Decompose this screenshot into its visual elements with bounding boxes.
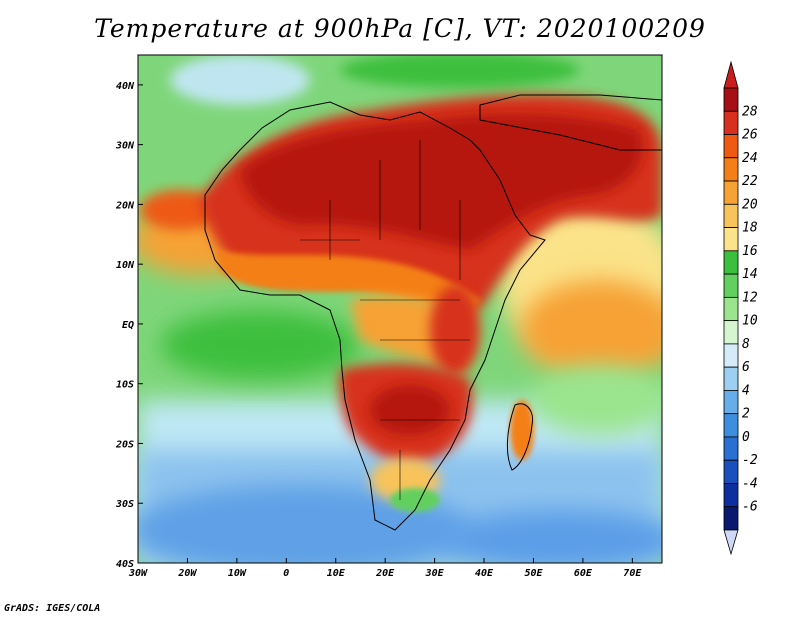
colorbar-swatch xyxy=(723,343,739,368)
colorbar-swatch xyxy=(723,250,739,275)
map-frame xyxy=(137,54,663,564)
x-tick-label: 20W xyxy=(177,568,197,579)
colorbar-label: -6 xyxy=(742,500,758,515)
colorbar-label: 18 xyxy=(742,221,758,236)
temperature-field xyxy=(138,55,662,563)
colorbar-swatch xyxy=(723,320,739,345)
latitude-axis: 40N 30N 20N 10N EQ 10S 20S 30S 40S xyxy=(115,81,143,570)
colorbar-label: 12 xyxy=(742,290,758,305)
colorbar-label: 20 xyxy=(742,197,758,212)
y-tick-label: 40N xyxy=(116,81,135,92)
x-tick-label: 30W xyxy=(128,568,148,579)
colorbar-swatch xyxy=(723,203,739,228)
colorbar-swatch xyxy=(723,390,739,415)
colorbar-label: 26 xyxy=(742,128,758,143)
colorbar-swatch xyxy=(723,157,739,182)
colorbar-label: -4 xyxy=(742,476,758,491)
colorbar-label: 22 xyxy=(742,174,758,189)
colorbar-swatch xyxy=(723,110,739,135)
y-tick-label: 10S xyxy=(116,380,134,391)
y-tick-label: 30N xyxy=(115,141,135,152)
y-tick-label: 30S xyxy=(115,499,134,510)
coastline xyxy=(204,94,662,531)
colorbar-label: 4 xyxy=(742,383,750,398)
colorbar-label: 28 xyxy=(742,104,758,119)
x-tick-label: 40E xyxy=(475,568,494,579)
colorbar-swatch xyxy=(723,413,739,438)
colorbar-label: 0 xyxy=(742,430,750,445)
colorbar-label: 16 xyxy=(742,244,758,259)
colorbar-swatch xyxy=(723,366,739,391)
y-tick-label: EQ xyxy=(122,320,134,331)
x-tick-label: 10E xyxy=(327,568,346,579)
colorbar-swatch xyxy=(723,296,739,322)
credit-text: GrADS: IGES/COLA xyxy=(4,603,101,614)
colorbar-swatch xyxy=(723,459,739,484)
x-tick-label: 0 xyxy=(283,568,289,579)
colorbar-label: 6 xyxy=(742,360,750,375)
colorbar-swatch xyxy=(723,506,739,531)
y-tick-label: 20S xyxy=(115,439,134,450)
colorbar-over-triangle xyxy=(723,60,739,89)
colorbar-swatch xyxy=(723,227,739,252)
colorbar-swatch xyxy=(723,180,739,205)
colorbar-label: 10 xyxy=(742,314,758,329)
colorbar-swatch xyxy=(723,273,739,298)
x-tick-label: 20E xyxy=(375,568,395,579)
x-tick-label: 60E xyxy=(574,568,593,579)
x-tick-label: 10W xyxy=(228,568,247,579)
colorbar-label: 8 xyxy=(742,337,750,352)
page-title: Temperature at 900hPa [C], VT: 202010020… xyxy=(94,14,706,43)
colorbar-swatch xyxy=(723,483,739,508)
y-tick-label: 10N xyxy=(116,260,135,271)
y-tick-label: 20N xyxy=(115,200,135,211)
colorbar-label: 14 xyxy=(742,267,758,282)
x-tick-label: 50E xyxy=(524,568,543,579)
x-tick-label: 70E xyxy=(623,568,642,579)
colorbar-label: 24 xyxy=(742,151,758,166)
colorbar-swatch xyxy=(723,436,739,461)
colorbar-label: -2 xyxy=(742,453,758,468)
x-tick-label: 30E xyxy=(425,568,445,579)
y-tick-label: 40S xyxy=(116,559,134,570)
colorbar-under-triangle xyxy=(723,529,739,556)
colorbar-label: 2 xyxy=(742,407,750,422)
colorbar-swatch xyxy=(723,87,739,112)
colorbar-swatch xyxy=(723,134,739,159)
longitude-axis: 30W 20W 10W 0 10E 20E 30E 40E 50E 60E 70E xyxy=(128,558,642,579)
